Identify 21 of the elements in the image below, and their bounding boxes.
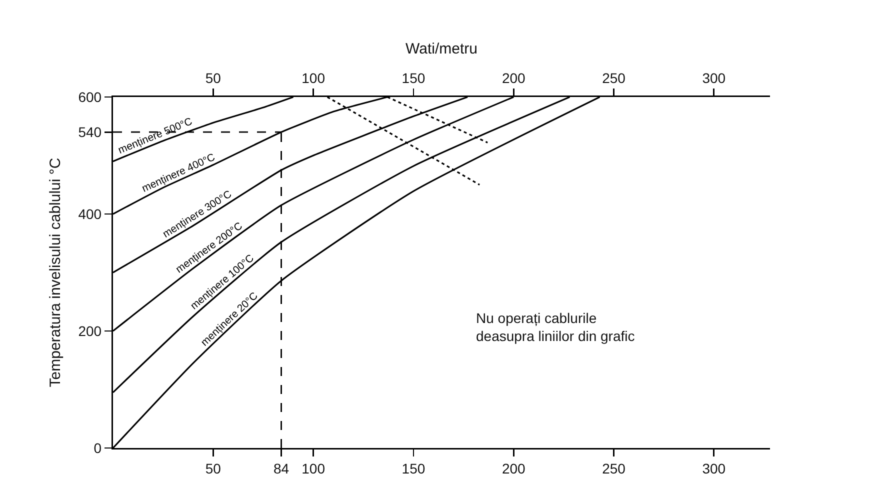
x-tick-label: 300 xyxy=(702,460,726,476)
x2-tick-label: 50 xyxy=(205,70,222,86)
x2-tick-label: 300 xyxy=(702,70,726,86)
x-tick-label: 150 xyxy=(402,460,426,476)
y-axis-title: Temperatura invelisului cablului °C xyxy=(46,158,64,388)
y-tick-label: 200 xyxy=(78,322,102,339)
annotation: Nu operați cablurile deasupra liniilor din grafic xyxy=(476,310,635,344)
x-tick-label: 84 xyxy=(273,460,290,476)
x2-tick-label: 150 xyxy=(402,70,426,86)
x-tick-label: 100 xyxy=(302,460,326,476)
x2-axis-title: Wati/metru xyxy=(406,40,478,58)
x-tick-label: 50 xyxy=(205,460,222,476)
y-tick-label: 400 xyxy=(78,206,102,222)
x2-tick-label: 250 xyxy=(602,70,626,86)
x-tick-label: 200 xyxy=(502,460,526,476)
y-tick-label: 540 xyxy=(78,124,102,140)
x2-tick-label: 200 xyxy=(502,70,526,86)
x-tick-label: 250 xyxy=(602,460,626,476)
y-tick-label: 0 xyxy=(94,440,102,456)
x2-tick-label: 100 xyxy=(302,70,326,86)
y-tick-label: 600 xyxy=(78,88,102,105)
